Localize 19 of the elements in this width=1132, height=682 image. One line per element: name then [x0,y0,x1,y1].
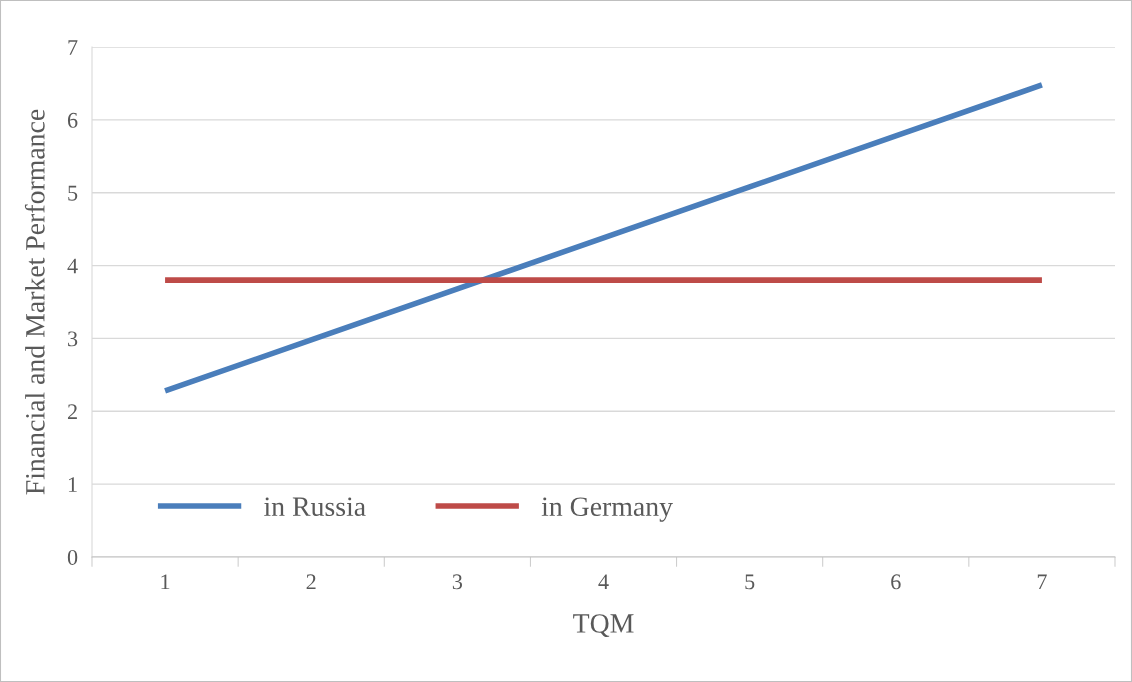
y-tick-label: 7 [68,40,78,55]
x-tick-label: 1 [161,574,170,590]
x-tick-label: 6 [891,574,901,590]
y-tick-label: 4 [67,258,78,274]
x-axis-title: TQM [573,614,634,638]
y-tick-label: 6 [67,112,78,128]
x-tick-label: 7 [1037,574,1047,590]
y-tick-label: 5 [68,185,78,201]
y-tick-label: 2 [67,404,77,419]
legend-label: in Germany [541,497,673,522]
x-tick-label: 5 [745,574,755,590]
y-tick-label: 3 [68,331,78,347]
x-tick-label: 3 [452,574,463,590]
y-tick-label: 1 [68,477,77,492]
legend-label: in Russia [264,497,366,517]
x-tick-label: 2 [306,574,316,590]
y-axis-title: Financial and Market Performance [24,109,45,495]
x-tick-label: 4 [598,574,609,590]
y-tick-label: 0 [67,549,78,565]
